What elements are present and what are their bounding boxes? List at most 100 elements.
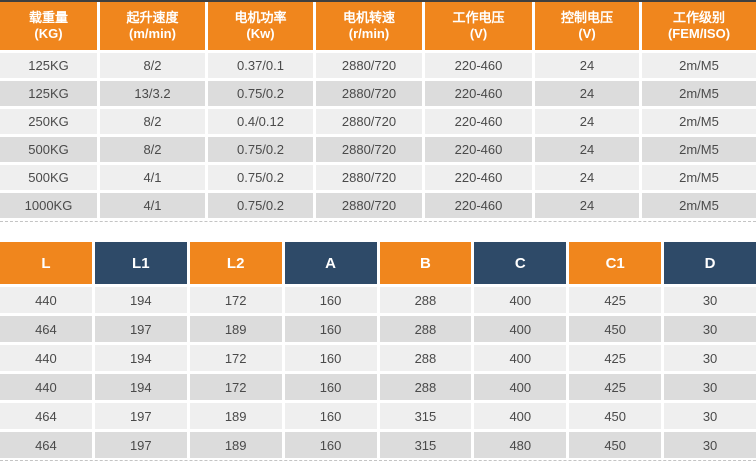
spec-cell: 24 bbox=[535, 81, 639, 106]
spec-cell: 2m/M5 bbox=[642, 193, 756, 218]
dimension-header-cell: C bbox=[474, 242, 567, 284]
spec-cell: 2m/M5 bbox=[642, 53, 756, 78]
spec-header-unit: (V) bbox=[469, 26, 488, 41]
spec-header-unit: (FEM/ISO) bbox=[667, 26, 731, 41]
dimension-cell: 194 bbox=[94, 287, 187, 313]
dimension-cell: 189 bbox=[189, 403, 282, 429]
spec-table-row: 125KG 8/2 0.37/0.1 2880/720 220-460 24 2m/M5 bbox=[0, 53, 756, 78]
spec-cell: 4/1 bbox=[100, 193, 205, 218]
spec-header-cell: 载重量 (KG) bbox=[0, 2, 97, 50]
dimension-table-row: 440 194 172 160 288 400 425 30 bbox=[0, 345, 756, 371]
spec-header-unit: (r/min) bbox=[348, 26, 390, 41]
dimension-cell: 189 bbox=[189, 316, 282, 342]
spec-cell: 220-460 bbox=[425, 81, 532, 106]
spec-header-cell: 工作电压 (V) bbox=[425, 2, 532, 50]
dimension-table-row: 440 194 172 160 288 400 425 30 bbox=[0, 287, 756, 313]
dimension-cell: 400 bbox=[474, 345, 567, 371]
spec-header-title: 载重量 bbox=[28, 10, 68, 25]
spec-cell: 2880/720 bbox=[316, 193, 422, 218]
spec-cell: 220-460 bbox=[425, 193, 532, 218]
spec-cell: 2880/720 bbox=[316, 109, 422, 134]
spec-cell: 24 bbox=[535, 137, 639, 162]
dimension-cell: 30 bbox=[664, 432, 756, 458]
spec-table-body: 125KG 8/2 0.37/0.1 2880/720 220-460 24 2m/M5 12… bbox=[0, 53, 756, 218]
dimension-cell: 194 bbox=[94, 345, 187, 371]
dimension-cell: 197 bbox=[94, 403, 187, 429]
spec-cell: 8/2 bbox=[100, 53, 205, 78]
spec-table-row: 500KG 4/1 0.75/0.2 2880/720 220-460 24 2m/M5 bbox=[0, 165, 756, 190]
spec-cell: 0.37/0.1 bbox=[208, 53, 313, 78]
dimension-cell: 400 bbox=[474, 316, 567, 342]
spec-cell: 24 bbox=[535, 53, 639, 78]
dimension-cell: 440 bbox=[0, 374, 92, 400]
dimension-header-cell: L1 bbox=[94, 242, 187, 284]
spec-cell: 125KG bbox=[0, 53, 97, 78]
dimension-header-cell: D bbox=[664, 242, 756, 284]
top-divider-line bbox=[0, 0, 756, 2]
spec-cell: 2880/720 bbox=[316, 137, 422, 162]
dimension-cell: 160 bbox=[284, 403, 377, 429]
dimension-cell: 450 bbox=[569, 403, 662, 429]
spec-table-header-row: 载重量 (KG) 起升速度 (m/min) 电机功率 (Kw) 电机转速 (r/min) 工作电… bbox=[0, 2, 756, 50]
spec-cell: 0.75/0.2 bbox=[208, 193, 313, 218]
dimension-cell: 172 bbox=[189, 374, 282, 400]
dimension-cell: 160 bbox=[284, 345, 377, 371]
spec-header-cell: 控制电压 (V) bbox=[535, 2, 639, 50]
spec-table-row: 500KG 8/2 0.75/0.2 2880/720 220-460 24 2m/M5 bbox=[0, 137, 756, 162]
spec-cell: 220-460 bbox=[425, 53, 532, 78]
dimension-cell: 172 bbox=[189, 287, 282, 313]
dimension-table-row: 440 194 172 160 288 400 425 30 bbox=[0, 374, 756, 400]
dimension-cell: 30 bbox=[664, 287, 756, 313]
spec-header-cell: 起升速度 (m/min) bbox=[100, 2, 205, 50]
dimension-cell: 288 bbox=[379, 374, 472, 400]
spec-cell: 500KG bbox=[0, 165, 97, 190]
dimension-table-row: 464 197 189 160 315 480 450 30 bbox=[0, 432, 756, 458]
dimension-cell: 400 bbox=[474, 403, 567, 429]
dimension-cell: 425 bbox=[569, 287, 662, 313]
spec-header-title: 起升速度 bbox=[126, 10, 179, 25]
spec-header-cell: 工作级别 (FEM/ISO) bbox=[642, 2, 756, 50]
dimension-header-cell: L bbox=[0, 242, 92, 284]
dimension-table-row: 464 197 189 160 288 400 450 30 bbox=[0, 316, 756, 342]
spec-header-title: 电机功率 bbox=[234, 10, 287, 25]
spec-cell: 8/2 bbox=[100, 109, 205, 134]
spec-header-unit: (m/min) bbox=[129, 26, 176, 41]
spec-header-title: 电机转速 bbox=[342, 10, 395, 25]
dimension-cell: 400 bbox=[474, 287, 567, 313]
spec-cell: 500KG bbox=[0, 137, 97, 162]
spec-cell: 2880/720 bbox=[316, 53, 422, 78]
dimension-table-header-row: L L1 L2 A B C C1 D bbox=[0, 242, 756, 284]
dimension-cell: 172 bbox=[189, 345, 282, 371]
dimension-cell: 450 bbox=[569, 316, 662, 342]
dimension-table-row: 464 197 189 160 315 400 450 30 bbox=[0, 403, 756, 429]
dimension-cell: 194 bbox=[94, 374, 187, 400]
dimension-cell: 480 bbox=[474, 432, 567, 458]
dimension-cell: 160 bbox=[284, 287, 377, 313]
dimension-cell: 288 bbox=[379, 345, 472, 371]
spec-cell: 2m/M5 bbox=[642, 165, 756, 190]
spec-cell: 13/3.2 bbox=[100, 81, 205, 106]
dimension-cell: 197 bbox=[94, 316, 187, 342]
spec-cell: 2880/720 bbox=[316, 81, 422, 106]
spec-header-cell: 电机转速 (r/min) bbox=[316, 2, 422, 50]
dimension-cell: 160 bbox=[284, 374, 377, 400]
spec-cell: 24 bbox=[535, 165, 639, 190]
dimension-header-cell: L2 bbox=[189, 242, 282, 284]
dimension-table: L L1 L2 A B C C1 D 440 194 172 160 288 400 425 30 464 19… bbox=[0, 242, 756, 458]
spec-header-unit: (V) bbox=[578, 26, 596, 41]
spec-cell: 2880/720 bbox=[316, 165, 422, 190]
dashed-divider-bottom bbox=[0, 460, 756, 461]
spec-cell: 0.75/0.2 bbox=[208, 81, 313, 106]
dimension-cell: 160 bbox=[284, 432, 377, 458]
spec-cell: 24 bbox=[535, 193, 639, 218]
spec-cell: 250KG bbox=[0, 109, 97, 134]
dashed-divider bbox=[0, 221, 756, 222]
spec-table: 载重量 (KG) 起升速度 (m/min) 电机功率 (Kw) 电机转速 (r/min) 工作电… bbox=[0, 2, 756, 218]
dimension-cell: 425 bbox=[569, 374, 662, 400]
spec-table-row: 125KG 13/3.2 0.75/0.2 2880/720 220-460 24 2m/M… bbox=[0, 81, 756, 106]
dimension-cell: 464 bbox=[0, 316, 92, 342]
dimension-cell: 30 bbox=[664, 345, 756, 371]
dimension-cell: 197 bbox=[94, 432, 187, 458]
spec-cell: 4/1 bbox=[100, 165, 205, 190]
